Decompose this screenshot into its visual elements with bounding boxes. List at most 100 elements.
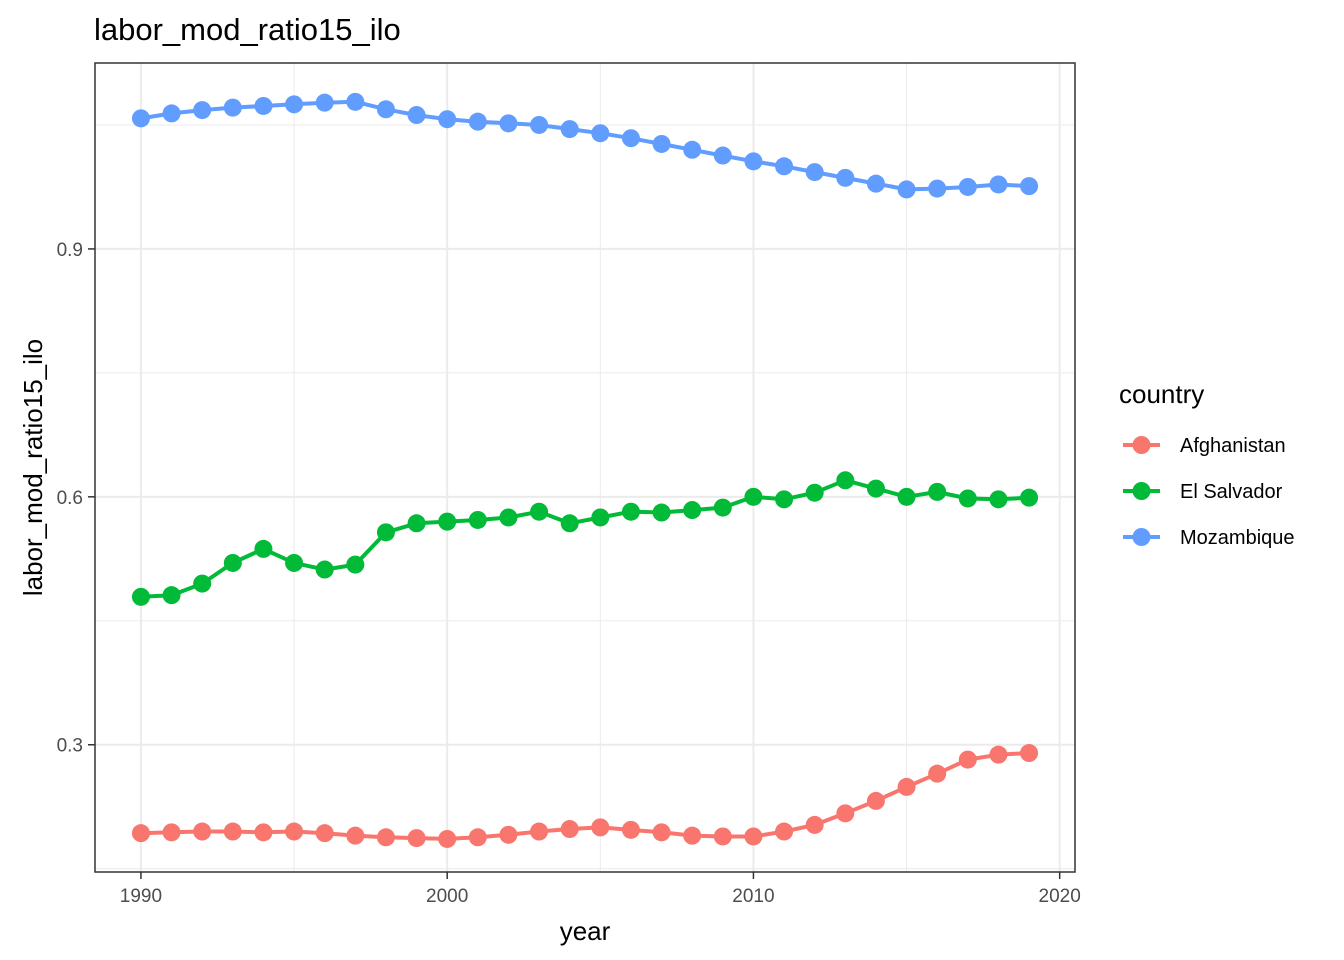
data-point-el-salvador — [499, 508, 518, 527]
legend-item-mozambique: Mozambique — [1123, 527, 1295, 549]
x-tick-label: 1990 — [120, 886, 162, 907]
data-point-el-salvador — [407, 514, 426, 533]
legend-label: Mozambique — [1180, 527, 1295, 549]
data-point-afghanistan — [530, 822, 549, 841]
legend-key-point — [1132, 482, 1151, 500]
data-point-el-salvador — [468, 510, 487, 529]
data-point-el-salvador — [131, 587, 150, 606]
data-point-mozambique — [928, 179, 947, 198]
panel-border — [94, 62, 1076, 873]
data-point-el-salvador — [683, 501, 702, 520]
data-point-mozambique — [744, 152, 763, 171]
grid — [95, 63, 1075, 872]
data-point-mozambique — [499, 114, 518, 133]
data-point-el-salvador — [285, 553, 304, 572]
legend: country Afghanistan El Salvador Mozambique — [1119, 379, 1295, 549]
legend-key-point — [1132, 528, 1151, 546]
data-point-el-salvador — [744, 487, 763, 506]
data-point-mozambique — [131, 109, 150, 128]
data-point-mozambique — [958, 177, 977, 196]
y-tick-label: 0.9 — [57, 240, 83, 261]
y-tick-label: 0.3 — [57, 736, 83, 757]
data-point-el-salvador — [928, 482, 947, 501]
data-point-el-salvador — [530, 502, 549, 521]
data-point-afghanistan — [958, 750, 977, 769]
data-point-afghanistan — [438, 829, 457, 848]
data-point-el-salvador — [560, 514, 579, 533]
data-point-afghanistan — [285, 822, 304, 841]
data-point-el-salvador — [315, 560, 334, 579]
data-point-el-salvador — [897, 487, 916, 506]
data-point-afghanistan — [928, 764, 947, 783]
data-point-el-salvador — [223, 553, 242, 572]
data-point-mozambique — [162, 104, 181, 123]
legend-item-afghanistan: Afghanistan — [1123, 435, 1286, 457]
data-point-afghanistan — [621, 820, 640, 839]
data-point-el-salvador — [836, 471, 855, 490]
data-point-mozambique — [346, 92, 365, 111]
series-layer — [131, 92, 1039, 848]
data-point-el-salvador — [591, 508, 610, 527]
series-line-mozambique — [138, 99, 1032, 192]
data-point-afghanistan — [499, 825, 518, 844]
legend-label: Afghanistan — [1180, 435, 1286, 457]
data-point-afghanistan — [652, 823, 671, 842]
data-point-mozambique — [193, 101, 212, 120]
data-point-el-salvador — [958, 489, 977, 508]
data-point-el-salvador — [713, 498, 732, 517]
data-point-mozambique — [223, 98, 242, 117]
data-point-el-salvador — [989, 490, 1008, 509]
data-point-el-salvador — [652, 503, 671, 522]
data-point-el-salvador — [621, 502, 640, 521]
data-point-afghanistan — [591, 818, 610, 837]
data-point-mozambique — [836, 168, 855, 187]
x-axis-title: year — [560, 916, 611, 946]
data-point-mozambique — [683, 140, 702, 159]
data-point-afghanistan — [254, 823, 273, 842]
legend-item-el-salvador: El Salvador — [1123, 481, 1283, 503]
data-point-mozambique — [866, 174, 885, 193]
data-point-mozambique — [285, 95, 304, 114]
data-point-afghanistan — [989, 745, 1008, 764]
data-point-afghanistan — [560, 820, 579, 839]
data-point-afghanistan — [223, 822, 242, 841]
data-point-afghanistan — [376, 828, 395, 847]
data-point-el-salvador — [805, 483, 824, 502]
data-point-mozambique — [254, 96, 273, 115]
data-point-mozambique — [315, 93, 334, 112]
data-point-mozambique — [775, 157, 794, 176]
legend-label: El Salvador — [1180, 481, 1283, 503]
data-point-el-salvador — [1020, 488, 1039, 507]
data-point-mozambique — [1020, 177, 1039, 196]
legend-key-point — [1132, 436, 1151, 454]
data-point-mozambique — [560, 120, 579, 139]
data-point-mozambique — [468, 112, 487, 131]
data-point-el-salvador — [376, 523, 395, 542]
data-point-afghanistan — [744, 827, 763, 846]
data-point-afghanistan — [346, 826, 365, 845]
axes: 1990 2000 2010 2020 0.3 0.6 0.9 — [57, 240, 1081, 907]
data-point-mozambique — [989, 175, 1008, 194]
data-point-el-salvador — [438, 512, 457, 531]
data-point-mozambique — [652, 134, 671, 153]
data-point-mozambique — [438, 110, 457, 129]
data-point-mozambique — [621, 129, 640, 148]
data-point-afghanistan — [162, 823, 181, 842]
data-point-mozambique — [805, 163, 824, 182]
data-point-afghanistan — [866, 791, 885, 810]
data-point-el-salvador — [193, 574, 212, 593]
data-point-mozambique — [530, 115, 549, 134]
data-point-afghanistan — [775, 822, 794, 841]
data-point-el-salvador — [254, 539, 273, 558]
x-tick-label: 2020 — [1039, 886, 1081, 907]
chart-title: labor_mod_ratio15_ilo — [94, 12, 401, 47]
data-point-afghanistan — [315, 824, 334, 843]
x-tick-label: 2000 — [426, 886, 468, 907]
data-point-afghanistan — [713, 827, 732, 846]
data-point-afghanistan — [131, 824, 150, 843]
data-point-el-salvador — [775, 490, 794, 509]
series-line-afghanistan — [138, 751, 1032, 841]
data-point-afghanistan — [805, 815, 824, 834]
data-point-mozambique — [897, 180, 916, 199]
